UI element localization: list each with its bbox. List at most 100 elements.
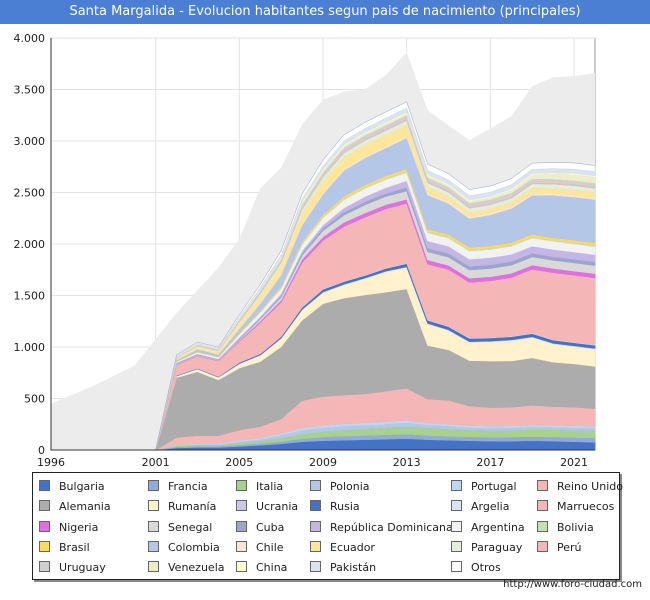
- legend-item: Argentina: [451, 521, 525, 535]
- legend-swatch: [236, 500, 247, 511]
- legend-swatch: [39, 500, 50, 511]
- legend-item: Nigeria: [39, 521, 98, 535]
- legend-swatch: [310, 500, 321, 511]
- legend-swatch: [39, 561, 50, 572]
- legend-label: Perú: [557, 541, 582, 554]
- legend-swatch: [310, 561, 321, 572]
- legend-item: Portugal: [451, 480, 517, 494]
- legend-item: Ucrania: [236, 500, 298, 514]
- legend-item: Ecuador: [310, 541, 375, 555]
- legend-swatch: [310, 521, 321, 532]
- legend-item: Rusia: [310, 500, 360, 514]
- legend-label: Marruecos: [557, 500, 615, 513]
- legend-swatch: [148, 521, 159, 532]
- legend-label: Ucrania: [256, 500, 299, 513]
- legend-item: Polonia: [310, 480, 370, 494]
- series-area-layer: [155, 101, 596, 451]
- legend-swatch: [537, 500, 548, 511]
- legend-item: Cuba: [236, 521, 284, 535]
- legend-item: Argelia: [451, 500, 509, 514]
- legend-item: Italia: [236, 480, 283, 494]
- y-tick-label: 1.000: [14, 341, 46, 354]
- legend-label: Ecuador: [330, 541, 375, 554]
- legend-swatch: [451, 500, 462, 511]
- legend-label: Bulgaria: [59, 480, 105, 493]
- x-tick-label: 2005: [225, 456, 253, 469]
- legend-label: República Dominicana: [330, 521, 453, 534]
- legend-label: Italia: [256, 480, 284, 493]
- x-tick-label: 2009: [309, 456, 337, 469]
- x-tick-label: 2013: [393, 456, 421, 469]
- legend-swatch: [236, 521, 247, 532]
- x-tick-label: 2017: [476, 456, 504, 469]
- legend-item: Senegal: [148, 521, 212, 535]
- legend-label: Brasil: [59, 541, 90, 554]
- legend-item: Alemania: [39, 500, 111, 514]
- legend-label: Argelia: [471, 500, 510, 513]
- legend-item: Bolivia: [537, 521, 594, 535]
- legend-label: Chile: [256, 541, 284, 554]
- legend-item: República Dominicana: [310, 521, 453, 535]
- legend-swatch: [451, 480, 462, 491]
- legend-label: Portugal: [471, 480, 517, 493]
- legend-label: Uruguay: [59, 561, 106, 574]
- legend-item: Paraguay: [451, 541, 522, 555]
- legend-swatch: [451, 561, 462, 572]
- axis-layer: 0 500 1.000 1.500 2.000 2.500 3.000 3.500 4.000 1…: [14, 32, 595, 469]
- y-tick-label: 2.000: [14, 238, 46, 251]
- legend-swatch: [451, 541, 462, 552]
- legend-label: Bolivia: [557, 521, 594, 534]
- legend-item: Colombia: [148, 541, 220, 555]
- legend-swatch: [537, 521, 548, 532]
- legend-item: Reino Unido: [537, 480, 623, 494]
- legend-swatch: [236, 480, 247, 491]
- legend-swatch: [537, 541, 548, 552]
- legend-item: Marruecos: [537, 500, 614, 514]
- legend-swatch: [148, 500, 159, 511]
- legend-item: China: [236, 561, 287, 575]
- x-tick-label: 2021: [560, 456, 588, 469]
- legend-swatch: [148, 480, 159, 491]
- legend-item: Francia: [148, 480, 208, 494]
- legend-swatch: [310, 541, 321, 552]
- y-tick-label: 4.000: [14, 32, 46, 45]
- legend-label: Rumanía: [168, 500, 217, 513]
- y-tick-label: 3.000: [14, 135, 46, 148]
- x-tick-label: 2001: [142, 456, 170, 469]
- legend-label: Alemania: [59, 500, 111, 513]
- legend-swatch: [148, 561, 159, 572]
- chart-title: Santa Margalida - Evolucion habitantes s…: [0, 0, 650, 24]
- legend-label: China: [256, 561, 288, 574]
- legend-swatch: [39, 480, 50, 491]
- legend-label: Argentina: [471, 521, 525, 534]
- legend-item: Uruguay: [39, 561, 106, 575]
- legend-item: Venezuela: [148, 561, 225, 575]
- legend-item: Perú: [537, 541, 582, 555]
- legend-item: Brasil: [39, 541, 90, 555]
- legend-label: Pakistán: [330, 561, 377, 574]
- legend-swatch: [310, 480, 321, 491]
- legend-label: Reino Unido: [557, 480, 623, 493]
- source-credit: http://www.foro-ciudad.com: [503, 579, 642, 590]
- legend-swatch: [236, 561, 247, 572]
- legend-item: Pakistán: [310, 561, 376, 575]
- legend-label: Senegal: [168, 521, 213, 534]
- legend-swatch: [451, 521, 462, 532]
- y-tick-label: 2.500: [14, 187, 46, 200]
- y-tick-label: 500: [24, 393, 45, 406]
- legend-label: Nigeria: [59, 521, 99, 534]
- x-tick-label: 1996: [37, 456, 65, 469]
- legend-label: Rusia: [330, 500, 360, 513]
- legend-label: Cuba: [256, 521, 285, 534]
- legend-item: Otros: [451, 561, 501, 575]
- series-edge: [155, 101, 596, 451]
- area-chart: 0 500 1.000 1.500 2.000 2.500 3.000 3.500 4.000 1…: [14, 32, 596, 469]
- legend-label: Colombia: [168, 541, 220, 554]
- legend-item: Chile: [236, 541, 284, 555]
- legend-swatch: [148, 541, 159, 552]
- legend-label: Polonia: [330, 480, 370, 493]
- y-tick-label: 1.500: [14, 290, 46, 303]
- legend-label: Paraguay: [471, 541, 523, 554]
- legend-swatch: [537, 480, 548, 491]
- legend-item: Rumanía: [148, 500, 216, 514]
